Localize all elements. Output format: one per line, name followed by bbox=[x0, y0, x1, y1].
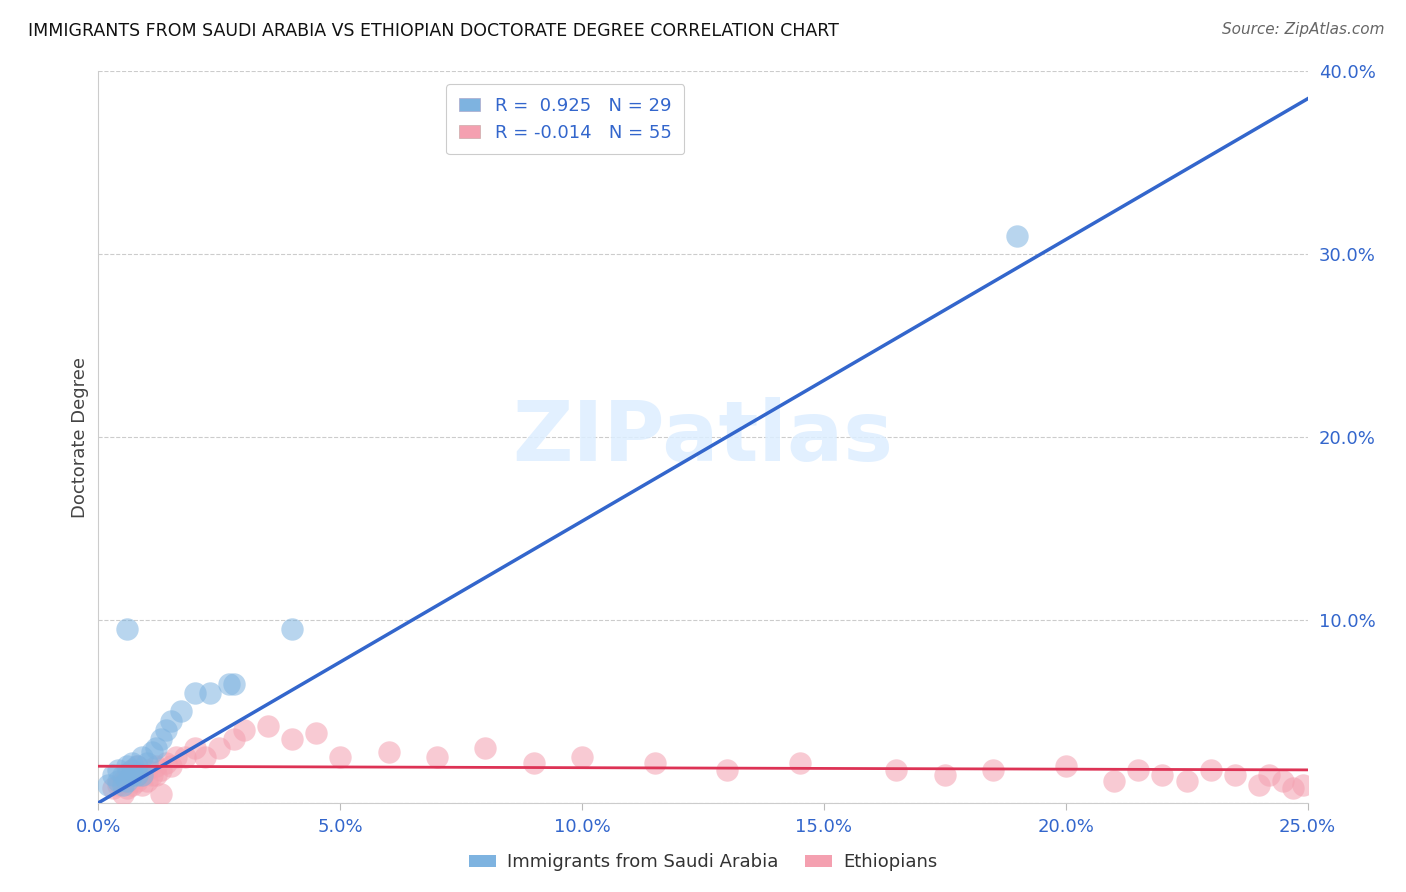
Point bbox=[150, 787, 173, 801]
Point bbox=[131, 768, 153, 782]
Point bbox=[111, 768, 134, 782]
Y-axis label: Doctorate Degree: Doctorate Degree bbox=[70, 357, 89, 517]
Point bbox=[127, 773, 149, 788]
Point bbox=[101, 768, 124, 782]
Point bbox=[1272, 773, 1295, 788]
Point bbox=[145, 740, 167, 755]
Point bbox=[1128, 763, 1150, 777]
Point bbox=[1223, 768, 1246, 782]
Point bbox=[135, 756, 157, 770]
Point bbox=[1292, 778, 1315, 792]
Point bbox=[789, 756, 811, 770]
Point bbox=[101, 781, 124, 796]
Point bbox=[141, 745, 163, 759]
Point bbox=[571, 750, 593, 764]
Point bbox=[117, 759, 139, 773]
Point bbox=[131, 750, 153, 764]
Point bbox=[281, 731, 304, 746]
Point bbox=[218, 677, 240, 691]
Point bbox=[121, 756, 143, 770]
Point bbox=[1152, 768, 1174, 782]
Point bbox=[111, 787, 134, 801]
Point bbox=[127, 759, 149, 773]
Point bbox=[117, 768, 139, 782]
Point bbox=[121, 778, 143, 792]
Point bbox=[184, 686, 207, 700]
Point bbox=[329, 750, 352, 764]
Point bbox=[1175, 773, 1198, 788]
Point bbox=[165, 750, 187, 764]
Text: Source: ZipAtlas.com: Source: ZipAtlas.com bbox=[1222, 22, 1385, 37]
Point bbox=[474, 740, 496, 755]
Point bbox=[305, 726, 328, 740]
Point bbox=[117, 773, 139, 788]
Point bbox=[107, 778, 129, 792]
Point bbox=[1282, 781, 1305, 796]
Point bbox=[135, 763, 157, 777]
Point bbox=[1257, 768, 1279, 782]
Point bbox=[256, 719, 278, 733]
Point bbox=[716, 763, 738, 777]
Point bbox=[1007, 229, 1029, 244]
Point bbox=[121, 763, 143, 777]
Point bbox=[184, 740, 207, 755]
Point bbox=[1054, 759, 1077, 773]
Point bbox=[160, 759, 183, 773]
Point bbox=[141, 768, 163, 782]
Point bbox=[150, 763, 173, 777]
Legend: R =  0.925   N = 29, R = -0.014   N = 55: R = 0.925 N = 29, R = -0.014 N = 55 bbox=[446, 84, 685, 154]
Point bbox=[107, 763, 129, 777]
Point bbox=[194, 750, 217, 764]
Point bbox=[174, 750, 197, 764]
Point bbox=[1249, 778, 1271, 792]
Point bbox=[934, 768, 956, 782]
Point bbox=[150, 731, 173, 746]
Point bbox=[981, 763, 1004, 777]
Point bbox=[281, 622, 304, 636]
Point bbox=[426, 750, 449, 764]
Point bbox=[886, 763, 908, 777]
Point bbox=[155, 723, 177, 737]
Point bbox=[232, 723, 254, 737]
Point bbox=[111, 773, 134, 788]
Point bbox=[198, 686, 221, 700]
Point bbox=[160, 714, 183, 728]
Point bbox=[145, 768, 167, 782]
Point bbox=[121, 768, 143, 782]
Point bbox=[145, 759, 167, 773]
Point bbox=[1102, 773, 1125, 788]
Point bbox=[127, 768, 149, 782]
Point bbox=[644, 756, 666, 770]
Point bbox=[127, 759, 149, 773]
Text: ZIPatlas: ZIPatlas bbox=[513, 397, 893, 477]
Point bbox=[117, 781, 139, 796]
Point bbox=[155, 756, 177, 770]
Point bbox=[121, 763, 143, 777]
Point bbox=[377, 745, 399, 759]
Point bbox=[169, 705, 191, 719]
Point bbox=[222, 677, 245, 691]
Point bbox=[135, 773, 157, 788]
Point bbox=[97, 778, 120, 792]
Point bbox=[131, 768, 153, 782]
Point bbox=[208, 740, 231, 755]
Point bbox=[523, 756, 546, 770]
Point bbox=[111, 778, 134, 792]
Point bbox=[131, 778, 153, 792]
Text: IMMIGRANTS FROM SAUDI ARABIA VS ETHIOPIAN DOCTORATE DEGREE CORRELATION CHART: IMMIGRANTS FROM SAUDI ARABIA VS ETHIOPIA… bbox=[28, 22, 839, 40]
Legend: Immigrants from Saudi Arabia, Ethiopians: Immigrants from Saudi Arabia, Ethiopians bbox=[461, 847, 945, 879]
Point bbox=[117, 622, 139, 636]
Point bbox=[107, 773, 129, 788]
Point bbox=[222, 731, 245, 746]
Point bbox=[1199, 763, 1222, 777]
